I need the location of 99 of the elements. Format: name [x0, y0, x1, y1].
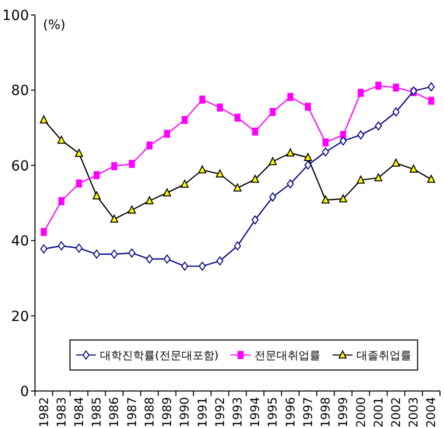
- point: [182, 116, 188, 124]
- point: [304, 102, 311, 111]
- point: [40, 115, 48, 124]
- point: [92, 191, 101, 200]
- point: [392, 84, 399, 92]
- point: [128, 206, 136, 214]
- x-tick-label: 1997: [300, 397, 315, 428]
- point: [58, 241, 65, 250]
- point: [164, 130, 170, 138]
- point: [410, 164, 418, 173]
- point: [357, 130, 364, 140]
- x-tick-label: 1983: [54, 397, 68, 428]
- point: [94, 171, 100, 180]
- point: [322, 195, 330, 204]
- point: [76, 179, 82, 188]
- x-tick-label: 2002: [388, 397, 403, 428]
- x-tick-label: 2003: [406, 397, 421, 428]
- x-tick-label: 1989: [160, 397, 174, 428]
- point: [128, 248, 136, 258]
- point: [128, 160, 135, 168]
- y-tick-label: 80: [11, 83, 29, 100]
- point: [163, 188, 172, 196]
- point: [374, 173, 382, 182]
- y-tick-label: 60: [11, 158, 29, 174]
- point: [75, 148, 84, 157]
- x-tick-label: 1988: [142, 397, 156, 428]
- x-tick-label: 1984: [72, 397, 86, 428]
- point: [392, 158, 400, 167]
- point: [110, 250, 118, 259]
- point: [164, 254, 171, 264]
- x-tick-label: 1992: [212, 397, 227, 428]
- legend-label: 대졸취업률: [356, 349, 412, 362]
- point: [146, 141, 152, 150]
- point: [110, 214, 118, 223]
- annotation: (%): [43, 18, 66, 33]
- x-tick-label: 2000: [354, 397, 368, 428]
- x-tick-label: 1985: [90, 397, 104, 428]
- x-tick-label: 1982: [36, 397, 51, 428]
- x-tick-label: 2001: [371, 397, 386, 428]
- point: [304, 160, 312, 170]
- point: [286, 179, 294, 188]
- x-tick-label: 1996: [283, 397, 298, 428]
- point: [234, 183, 242, 192]
- point: [252, 128, 258, 136]
- point: [146, 254, 153, 264]
- y-tick-label: 0: [20, 384, 29, 400]
- x-tick-label: 2004: [424, 397, 438, 428]
- point: [287, 92, 294, 101]
- point: [198, 165, 206, 174]
- point: [268, 157, 277, 166]
- point: [358, 88, 364, 97]
- y-tick-label: 100: [2, 8, 29, 24]
- point: [392, 108, 400, 117]
- point: [76, 244, 83, 253]
- point: [57, 136, 66, 144]
- legend-label: 대학진학률(전문대포함): [100, 349, 219, 362]
- point: [234, 114, 240, 122]
- point: [180, 180, 189, 188]
- x-tick-label: 1994: [248, 397, 262, 428]
- point: [270, 108, 276, 116]
- point: [198, 262, 206, 271]
- point: [374, 121, 382, 130]
- x-tick-label: 1991: [195, 397, 210, 428]
- point: [252, 215, 259, 224]
- point: [339, 194, 348, 202]
- point: [40, 228, 47, 236]
- x-tick-label: 1986: [107, 397, 122, 428]
- point: [304, 153, 312, 162]
- x-tick-label: 1993: [230, 397, 244, 428]
- point: [216, 103, 223, 112]
- point: [428, 82, 435, 92]
- point: [234, 241, 241, 250]
- point: [322, 147, 330, 156]
- point: [375, 82, 382, 90]
- point: [145, 196, 154, 204]
- point: [322, 138, 329, 146]
- x-tick-label: 1995: [266, 397, 280, 428]
- point: [428, 96, 434, 105]
- x-tick-label: 1990: [178, 397, 192, 428]
- legend-label: 전문대취업률: [254, 349, 321, 362]
- point: [251, 174, 260, 183]
- point: [286, 148, 294, 156]
- point: [199, 96, 206, 104]
- point: [93, 250, 100, 259]
- point: [356, 176, 365, 184]
- point: [40, 244, 48, 254]
- y-tick-label: 20: [11, 308, 29, 325]
- point: [181, 262, 188, 271]
- point: [427, 174, 436, 183]
- x-tick-label: 1987: [124, 397, 139, 428]
- point: [269, 192, 276, 202]
- y-tick-label: 40: [11, 234, 29, 250]
- point: [340, 136, 347, 146]
- point: [111, 162, 118, 170]
- x-tick-label: 1998: [318, 397, 333, 428]
- x-tick-label: 1999: [336, 397, 350, 428]
- point: [216, 256, 224, 266]
- point: [216, 170, 224, 178]
- point: [58, 197, 64, 206]
